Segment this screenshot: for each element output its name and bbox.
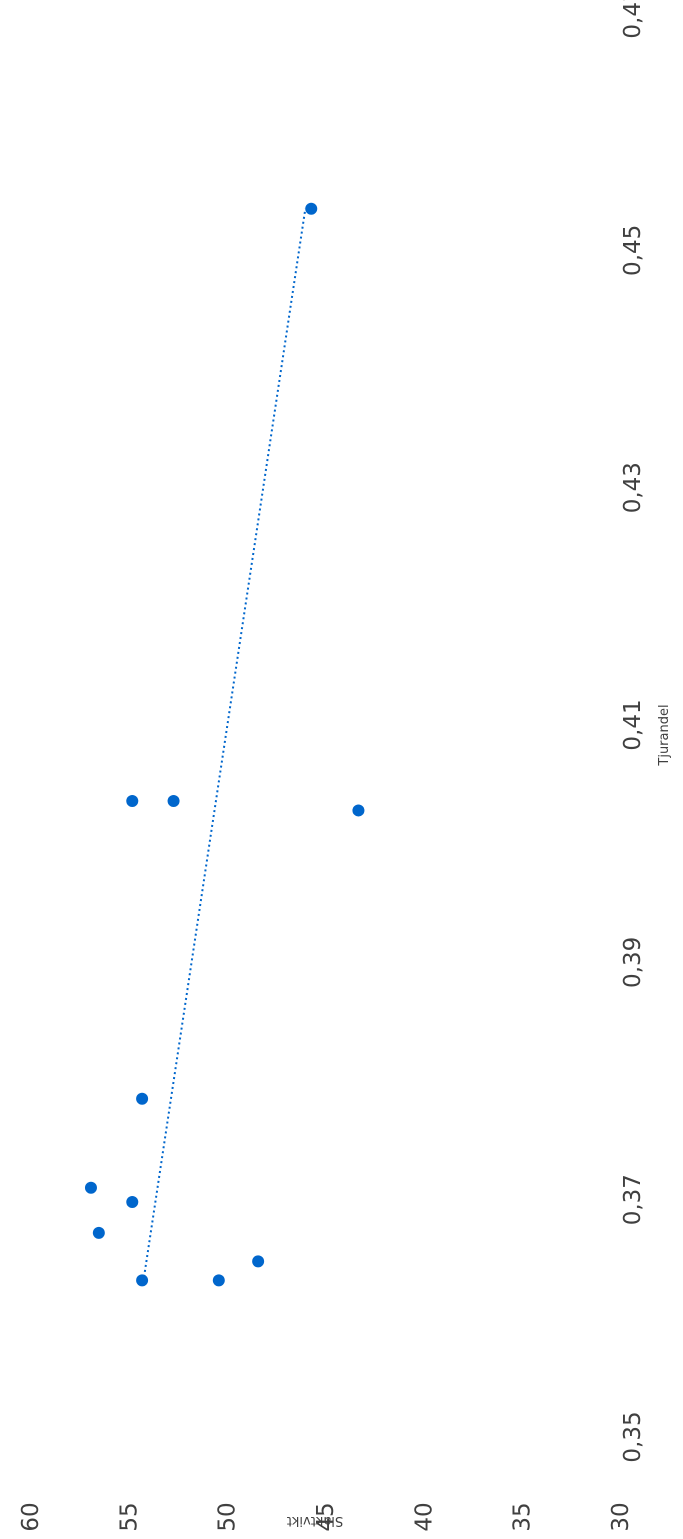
data-point (136, 1274, 149, 1287)
x-tick-label: 0,39 (620, 937, 646, 988)
data-point (136, 1092, 149, 1105)
x-tick-label: 0,37 (620, 1174, 646, 1225)
y-tick-label: 30 (608, 1502, 634, 1531)
x-axis-title: Tjurandel (657, 704, 672, 766)
data-point (252, 1255, 265, 1268)
data-point (126, 1196, 139, 1209)
x-tick-label: 0,41 (620, 699, 646, 750)
data-point (305, 202, 318, 215)
y-tick-label: 60 (18, 1502, 44, 1531)
data-point (167, 794, 180, 807)
plot-area (84, 202, 365, 1287)
y-axis-tick-labels: 30 35 40 45 50 55 60 (18, 1502, 634, 1531)
data-points-layer (84, 202, 365, 1287)
trendline (143, 208, 307, 1277)
data-point (352, 804, 365, 817)
y-axis-title: Slaktvikt (287, 1513, 343, 1528)
x-tick-label: 0,47 (620, 0, 646, 39)
data-point (212, 1274, 225, 1287)
x-axis-tick-labels: 0,35 0,37 0,39 0,41 0,43 0,45 0,47 (620, 0, 646, 1463)
x-tick-label: 0,35 (620, 1411, 646, 1462)
y-tick-label: 50 (215, 1502, 241, 1531)
y-tick-label: 35 (510, 1502, 536, 1531)
data-point (84, 1181, 97, 1194)
data-point (92, 1226, 105, 1239)
y-tick-label: 45 (313, 1502, 339, 1531)
trendline-layer (143, 208, 307, 1277)
y-tick-label: 55 (116, 1502, 142, 1531)
x-tick-label: 0,45 (620, 225, 646, 276)
data-point (126, 794, 139, 807)
x-tick-label: 0,43 (620, 462, 646, 513)
y-tick-label: 40 (411, 1502, 437, 1531)
